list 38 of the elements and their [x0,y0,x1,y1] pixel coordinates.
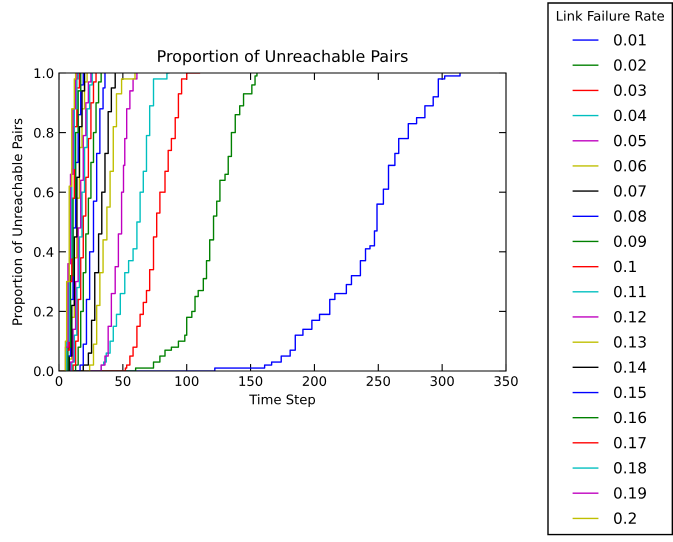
legend-label: 0.2 [614,512,636,524]
legend-title: Link Failure Rate [556,10,664,21]
legend-label: 0.07 [614,185,646,197]
legend-label: 0.19 [614,487,646,499]
legend-label: 0.1 [614,260,636,272]
legend-label: 0.04 [614,110,646,122]
x-axis-title: Time Step [249,394,316,407]
y-tick-label: 0.4 [34,247,54,257]
x-tick-label: 200 [302,376,326,386]
x-tick-label: 350 [494,376,518,386]
legend-label: 0.08 [614,210,646,222]
legend-label: 0.05 [614,134,646,146]
x-tick-label: 50 [115,376,130,386]
x-tick-label: 150 [239,376,262,386]
y-axis-title: Proportion of Unreachable Pairs [12,118,25,325]
legend-label: 0.12 [614,310,646,323]
legend-label: 0.06 [614,160,646,172]
legend-label: 0.15 [614,386,646,398]
y-tick-label: 1.0 [34,68,54,78]
x-tick-label: 0 [56,376,62,386]
y-tick-label: 0.6 [34,187,54,198]
legend-label: 0.18 [614,462,646,474]
legend-label: 0.01 [614,34,646,46]
x-tick-label: 100 [176,376,198,386]
legend-label: 0.02 [614,59,646,71]
chart-title: Proportion of Unreachable Pairs [158,50,408,66]
legend-label: 0.14 [614,361,646,373]
legend-label: 0.16 [614,412,646,424]
y-tick-label: 0.0 [34,366,54,376]
legend-label: 0.09 [614,235,646,248]
y-tick-label: 0.2 [34,306,53,317]
legend-label: 0.13 [614,336,646,348]
legend-label: 0.17 [614,436,646,448]
x-tick-label: 250 [366,376,390,386]
legend-label: 0.11 [614,286,646,298]
y-tick-label: 0.8 [34,128,54,138]
legend-label: 0.03 [614,84,646,96]
x-tick-label: 300 [430,376,454,386]
